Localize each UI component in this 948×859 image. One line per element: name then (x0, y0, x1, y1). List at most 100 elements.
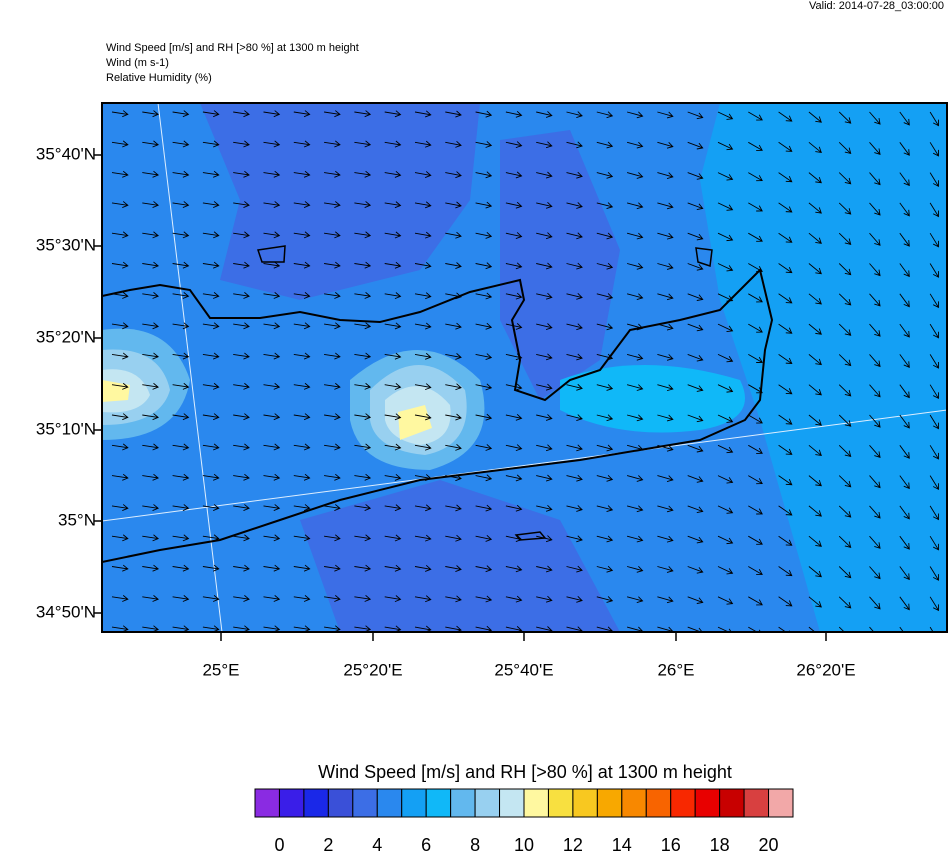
wind-arrow (354, 504, 372, 511)
wind-arrow (748, 232, 763, 242)
wind-arrow (293, 140, 311, 148)
wind-arrow (899, 505, 910, 520)
wind-arrow (717, 475, 734, 484)
wind-arrow (505, 383, 523, 391)
wind-arrow (142, 140, 159, 148)
colorbar-swatch (743, 788, 770, 818)
wind-arrow (111, 413, 129, 421)
wind-arrow (202, 322, 220, 330)
wind-arrow (596, 293, 614, 300)
wind-arrow (536, 444, 553, 452)
wind-arrow (202, 231, 220, 239)
wind-arrow (626, 353, 644, 361)
wind-arrow (687, 384, 704, 392)
wind-arrow (445, 443, 462, 451)
wind-arrow (808, 384, 822, 396)
colorbar-label: 4 (372, 835, 382, 854)
colorbar-label: 16 (661, 835, 681, 854)
wind-arrow (536, 262, 553, 270)
wind-arrow (354, 534, 372, 542)
wind-arrow (778, 323, 793, 334)
colorbar-swatch (645, 788, 672, 818)
wind-arrow (536, 201, 553, 209)
colorbar-swatch (596, 788, 623, 818)
wind-arrow (687, 111, 704, 120)
wind-arrow (233, 443, 250, 451)
wind-arrow (445, 534, 462, 542)
wind-arrow (929, 384, 939, 400)
wind-arrow (111, 534, 129, 542)
wind-arrow (172, 534, 190, 542)
wind-arrow (929, 535, 939, 551)
wind-arrow (445, 565, 462, 572)
wind-arrow (748, 444, 763, 454)
wind-arrow (324, 352, 341, 360)
wind-arrow (566, 232, 583, 240)
wind-arrow (717, 535, 734, 545)
wind-arrow (263, 140, 281, 148)
wind-arrow (626, 566, 644, 573)
wind-arrow (475, 231, 493, 239)
wind-arrow (475, 322, 493, 330)
wind-arrow (717, 596, 734, 605)
wind-arrow (657, 505, 674, 513)
wind-arrow (748, 354, 763, 363)
wind-arrow (808, 293, 822, 305)
wind-arrow (596, 232, 614, 240)
wind-arrow (354, 322, 372, 330)
wind-arrow (263, 110, 281, 118)
wind-arrow (869, 172, 881, 186)
wind-arrow (626, 263, 644, 270)
colorbar-swatch (352, 788, 378, 818)
wind-arrow (717, 444, 734, 454)
wind-arrow (172, 261, 190, 269)
wind-arrow (899, 626, 904, 632)
wind-arrow (566, 565, 583, 573)
colorbar-swatch (499, 788, 525, 818)
wind-arrow (899, 566, 910, 581)
wind-arrow (869, 111, 881, 125)
wind-arrow (657, 596, 674, 604)
wind-arrow (263, 231, 281, 239)
lon-label: 26°20'E (796, 660, 855, 679)
wind-arrow (899, 172, 910, 187)
wind-arrow (384, 443, 402, 451)
wind-arrow (838, 354, 852, 367)
wind-arrow (808, 475, 822, 487)
wind-arrow (899, 232, 910, 247)
wind-arrow (414, 322, 432, 330)
wind-arrow (929, 596, 939, 612)
wind-arrow (263, 322, 281, 330)
wind-arrow (536, 504, 553, 512)
wind-arrow (384, 534, 402, 542)
colorbar-label: 8 (470, 835, 480, 854)
wind-arrow (626, 202, 644, 210)
wind-arrow (233, 110, 250, 118)
wind-arrow (717, 414, 734, 423)
wind-arrow (838, 232, 852, 245)
wind-arrow (778, 354, 793, 364)
wind-arrow (869, 263, 881, 277)
wind-arrow (657, 535, 674, 543)
wind-arrow (142, 201, 159, 208)
wind-arrow (293, 564, 311, 572)
wind-arrow (869, 414, 881, 428)
wind-arrow (687, 232, 704, 241)
colorbar-label: 18 (710, 835, 730, 854)
title-line: Wind (m s-1) (106, 57, 169, 69)
wind-arrow (233, 322, 250, 330)
wind-arrow (263, 170, 281, 178)
wind-arrow (869, 142, 881, 156)
wind-arrow (748, 505, 763, 515)
colorbar-swatch (523, 788, 549, 818)
colorbar-swatch (670, 788, 696, 818)
wind-arrow (596, 505, 614, 513)
wind-arrow (263, 595, 281, 602)
wind-arrow (687, 202, 704, 211)
wind-arrow (324, 564, 341, 572)
wind-arrow (566, 262, 583, 270)
wind-arrow (505, 262, 523, 270)
wind-arrow (536, 595, 553, 603)
wind-arrow (596, 384, 614, 391)
wind-arrow (445, 110, 462, 118)
